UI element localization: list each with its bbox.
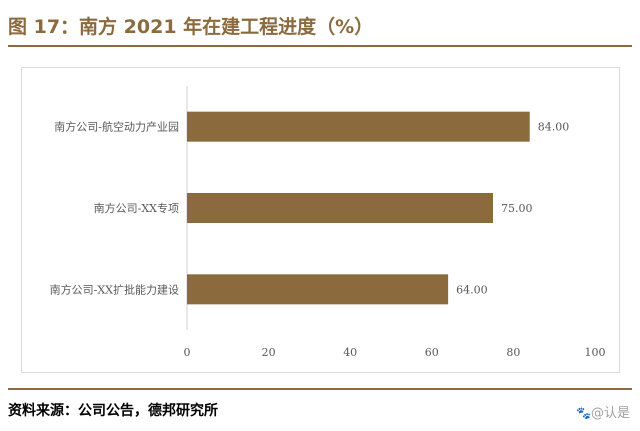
category-label-2: 南方公司-XX专项 bbox=[94, 201, 179, 215]
category-label-3: 南方公司-XX扩批能力建设 bbox=[50, 282, 179, 296]
bar-chart: 南方公司-航空动力产业园 84.00 南方公司-XX专项 75.00 南方公司-XX扩批… bbox=[50, 86, 606, 359]
x-tick-label-0: 0 bbox=[184, 346, 191, 359]
watermark: 🐾@认是 bbox=[576, 402, 630, 421]
x-tick-label-60: 60 bbox=[425, 346, 439, 359]
x-tick-label-40: 40 bbox=[343, 346, 357, 359]
chart-frame: 南方公司-航空动力产业园 84.00 南方公司-XX专项 75.00 南方公司-XX扩批… bbox=[21, 67, 620, 373]
data-label-1: 84.00 bbox=[538, 121, 570, 134]
bar-2 bbox=[187, 193, 493, 223]
category-label-1: 南方公司-航空动力产业园 bbox=[54, 120, 179, 134]
footer-divider bbox=[8, 388, 632, 390]
title-divider bbox=[8, 45, 632, 47]
source-note: 资料来源：公司公告，德邦研究所 bbox=[8, 403, 218, 419]
watermark-text: @认是 bbox=[590, 406, 630, 421]
bar-1 bbox=[187, 111, 530, 142]
bar-3 bbox=[187, 274, 449, 305]
x-tick-label-100: 100 bbox=[585, 346, 606, 359]
paw-icon: 🐾 bbox=[576, 406, 591, 420]
page-title: 图 17：南方 2021 年在建工程进度（%） bbox=[8, 16, 374, 38]
data-label-3: 64.00 bbox=[456, 283, 488, 296]
x-tick-label-80: 80 bbox=[506, 346, 520, 359]
data-label-2: 75.00 bbox=[501, 202, 533, 215]
x-tick-label-20: 20 bbox=[262, 346, 276, 359]
